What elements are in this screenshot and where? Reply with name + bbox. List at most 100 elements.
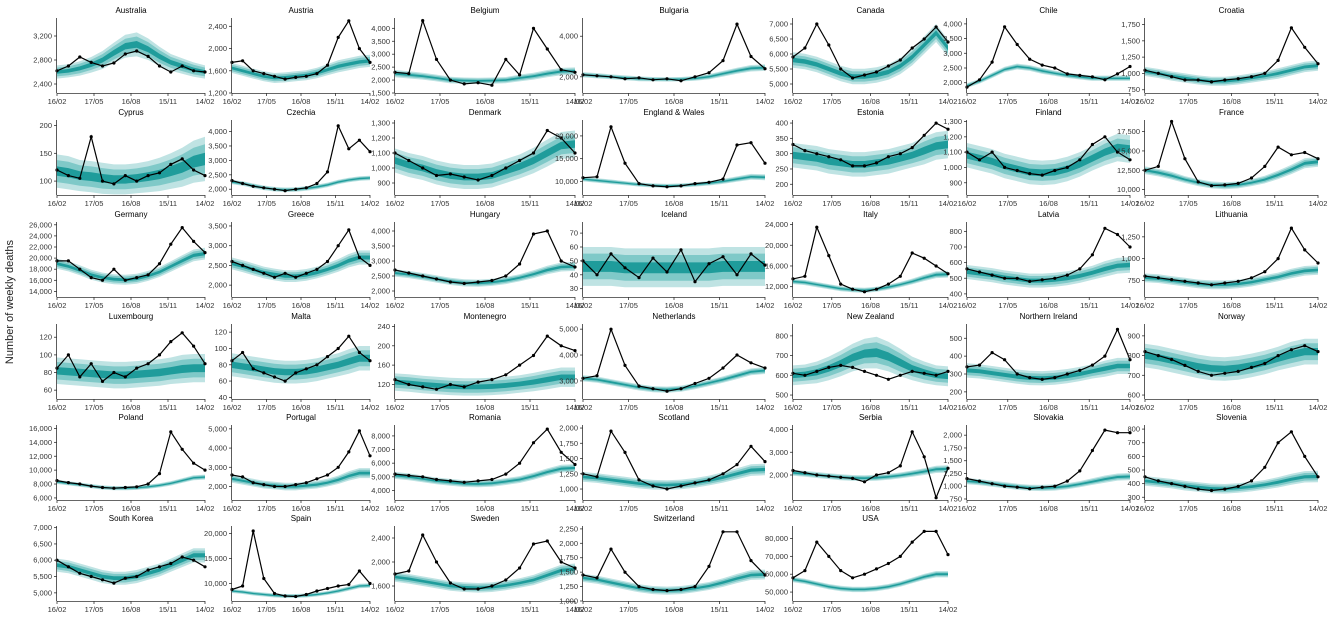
prediction-band-3 (583, 261, 765, 274)
observed-point (78, 375, 82, 379)
y-tick-label: 3,000 (208, 463, 227, 472)
observed-point (203, 174, 207, 178)
x-tick-label: 15/11 (326, 199, 344, 208)
prediction-band-2 (583, 571, 765, 594)
y-tick-label: 400 (949, 352, 962, 361)
observed-point (573, 462, 577, 467)
prediction-band-3 (583, 176, 765, 187)
y-tick-label: 2,500 (371, 63, 390, 72)
observed-point (1065, 72, 1069, 76)
observed-point (272, 484, 277, 489)
panel-slovenia: Slovenia 16/02 17/05 16/08 15/11 14/02 300 400 5… (1127, 413, 1327, 513)
observed-point (1289, 430, 1293, 434)
observed-point (581, 573, 585, 577)
y-tick-label: 1,200 (943, 132, 962, 141)
observed-point (504, 57, 508, 62)
x-tick-label: 16/02 (48, 605, 67, 613)
y-tick-label: 1,250 (559, 469, 578, 478)
observed-point (531, 151, 536, 155)
x-tick-label: 15/11 (900, 97, 918, 106)
observed-point (230, 259, 234, 264)
y-tick-label: 1,500 (371, 89, 390, 98)
observed-point (827, 365, 831, 369)
y-tick-label: 70 (570, 229, 578, 238)
observed-point (336, 465, 340, 469)
observed-point (504, 166, 508, 170)
observed-point (1276, 441, 1280, 445)
observed-point (434, 387, 439, 391)
observed-point (490, 477, 494, 482)
observed-point (1028, 57, 1032, 61)
y-tick-label: 10,000 (555, 177, 578, 186)
x-tick-label: 14/02 (566, 301, 585, 310)
observed-point (1015, 485, 1019, 489)
observed-point (735, 353, 739, 357)
x-tick-label: 14/02 (1121, 504, 1140, 513)
observed-point (749, 252, 753, 256)
x-tick-label: 16/02 (1136, 301, 1155, 310)
observed-point (490, 278, 494, 283)
x-tick-label: 17/05 (619, 97, 638, 106)
observed-point (434, 277, 439, 281)
observed-point (886, 377, 891, 381)
y-tick-label: 7,000 (33, 523, 52, 532)
observed-point (990, 150, 994, 154)
y-tick-label: 600 (949, 258, 962, 267)
observed-point (304, 74, 308, 78)
observed-point (839, 475, 843, 479)
observed-point (1103, 78, 1107, 82)
y-tick-label: 1,250 (559, 582, 578, 591)
panel-title: Spain (291, 514, 311, 523)
prediction-band-3 (395, 374, 575, 390)
observed-point (169, 561, 173, 566)
panel-norway: Norway 16/02 17/05 16/08 15/11 14/02 600 700 800… (1127, 312, 1327, 412)
x-tick-label: 17/05 (431, 199, 450, 208)
observed-point (922, 529, 926, 534)
y-tick-label: 1,250 (1121, 232, 1140, 241)
observed-point (791, 142, 795, 147)
panel-title: Romania (469, 413, 502, 422)
observed-point (934, 264, 938, 268)
y-tick-label: 3,500 (371, 242, 390, 251)
x-tick-label: 16/08 (476, 199, 495, 208)
observed-point (203, 70, 207, 74)
y-tick-label: 2,800 (33, 56, 52, 65)
observed-point (693, 381, 697, 386)
observed-point (862, 73, 867, 77)
panel-title: Slovenia (1216, 413, 1247, 422)
observed-point (1156, 276, 1160, 280)
y-tick-label: 40 (570, 270, 578, 279)
y-tick-label: 20,000 (765, 241, 788, 250)
y-tick-label: 2,500 (943, 64, 962, 73)
observed-point (721, 366, 725, 370)
y-tick-label: 2,000 (208, 185, 227, 194)
observed-point (518, 461, 522, 465)
observed-point (123, 576, 127, 580)
observed-point (112, 61, 116, 65)
observed-point (347, 228, 351, 232)
x-tick-label: 16/02 (784, 301, 803, 310)
observed-point (476, 178, 480, 182)
observed-point (251, 367, 255, 371)
observed-point (347, 450, 351, 454)
observed-point (609, 252, 613, 256)
x-tick-label: 15/11 (1080, 97, 1098, 106)
panel-latvia: Latvia 16/02 17/05 16/08 15/11 14/02 400 500 600… (949, 210, 1139, 310)
observed-point (294, 187, 298, 191)
x-tick-label: 15/11 (326, 504, 344, 513)
x-tick-label: 14/02 (1121, 403, 1140, 412)
observed-point (1263, 270, 1267, 274)
observed-point (665, 185, 669, 189)
x-tick-label: 15/11 (326, 403, 344, 412)
observed-point (262, 576, 266, 581)
x-tick-label: 16/08 (861, 199, 880, 208)
y-tick-label: 2,000 (943, 78, 962, 87)
observed-point (707, 180, 711, 184)
observed-point (55, 69, 59, 73)
observed-point (623, 450, 627, 454)
observed-point (1196, 180, 1200, 184)
observed-point (1249, 365, 1254, 369)
observed-point (791, 371, 795, 375)
observed-point (157, 353, 162, 357)
